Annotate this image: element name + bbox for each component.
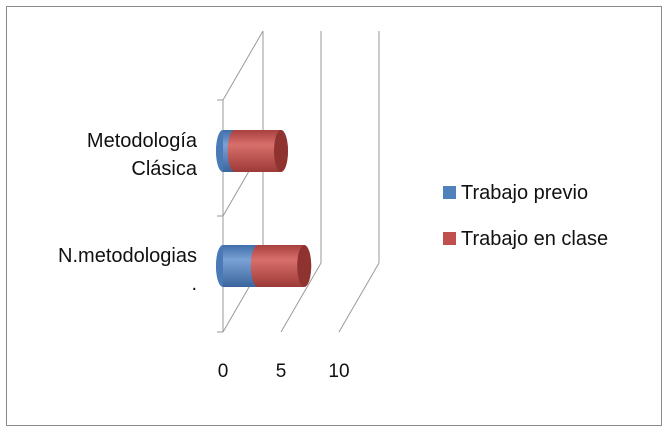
legend: Trabajo previo Trabajo en clase [443, 182, 608, 250]
left-wall-top-edge [223, 31, 263, 100]
legend-swatch-1 [443, 232, 456, 245]
x-tick-label-0: 0 [218, 361, 229, 382]
bar-end-cap-0 [274, 130, 288, 172]
bar-end-cap-1 [297, 245, 311, 287]
x-tick-label-2: 10 [328, 361, 349, 382]
chart-bars [216, 130, 311, 287]
legend-label-1: Trabajo en clase [461, 228, 608, 250]
category-label-0-1: Clásica [131, 158, 197, 180]
category-label-0-0: Metodología [87, 130, 198, 152]
bar-start-cap-1 [216, 245, 223, 287]
bar-start-cap-0 [216, 130, 223, 172]
legend-label-0: Trabajo previo [461, 182, 588, 204]
x-tick-label-1: 5 [276, 361, 287, 382]
stacked-cylinder-bar-chart: Metodología Clásica N.metodologias. 0 5 10 Tr… [7, 7, 663, 427]
category-label-1-1: . [191, 273, 197, 295]
legend-swatch-0 [443, 186, 456, 199]
chart-frame: Metodología Clásica N.metodologias. 0 5 10 Tr… [6, 6, 662, 426]
category-label-1-0: N.metodologias [58, 245, 197, 267]
floor-gridline-2 [339, 263, 379, 332]
